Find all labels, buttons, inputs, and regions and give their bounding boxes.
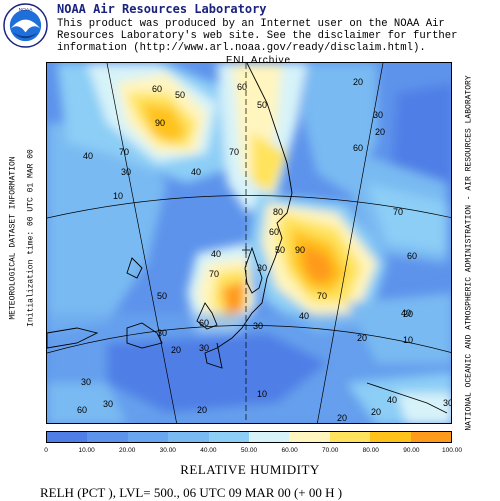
colorbar-tick-label: 70.00 [322, 447, 339, 454]
contour-label: 20 [375, 127, 385, 137]
left-label-1-container: METEOROLOGICAL DATASET INFORMATION [4, 105, 22, 370]
left-label-1: METEOROLOGICAL DATASET INFORMATION [8, 155, 18, 320]
header-line-1: This product was produced by an Internet… [57, 18, 445, 30]
contour-label: 60 [77, 405, 87, 415]
contour-label: 40 [387, 395, 397, 405]
colorbar-ticks: 0 10.00 20.00 30.00 40.00 50.00 60.00 70.00 80.0… [44, 447, 462, 457]
contour-label: 20 [353, 77, 363, 87]
contour-label: 50 [275, 245, 285, 255]
graticule [47, 63, 451, 423]
contour-label: 20 [357, 333, 367, 343]
contour-label: 70 [393, 207, 403, 217]
contour-label: 30 [253, 321, 263, 331]
colorbar-tick-label: 80.00 [362, 447, 379, 454]
contour-label: 20 [197, 405, 207, 415]
contour-label: 30 [121, 167, 131, 177]
contour-label: 40 [401, 308, 411, 318]
colorbar-swatch [127, 432, 169, 442]
footer-caption: RELH (PCT ), LVL= 500., 06 UTC 09 MAR 00… [40, 485, 343, 500]
contour-label: 70 [209, 269, 219, 279]
contour-label: 20 [337, 413, 347, 423]
colorbar-tick-label: 30.00 [159, 447, 176, 454]
colorbar-swatch [289, 432, 330, 442]
colorbar-tick-label: 40.00 [200, 447, 217, 454]
contour-label: 30 [257, 263, 267, 273]
logo-text: NOAA [19, 7, 34, 13]
left-label-2-container: Initialization time: 00 UTC 01 MAR 00 [22, 105, 40, 370]
colorbar-swatch [370, 432, 411, 442]
contour-label: 60 [152, 84, 162, 94]
map-title: FNL Archive [226, 55, 292, 66]
center-marker [242, 246, 250, 254]
contour-label: 60 [237, 82, 247, 92]
contour-label: 10 [113, 191, 123, 201]
contour-label: 60 [199, 318, 209, 328]
colorbar-swatch [410, 432, 452, 442]
colorbar-tick-label: 90.00 [403, 447, 420, 454]
colorbar-swatch [168, 432, 209, 442]
header-title: NOAA Air Resources Laboratory [57, 2, 267, 16]
colorbar-label: RELATIVE HUMIDITY [180, 462, 320, 477]
humidity-fields [47, 63, 451, 423]
right-label: NATIONAL OCEANIC AND ATMOSPHERIC ADMINIS… [464, 74, 474, 431]
contour-label: 40 [191, 167, 201, 177]
contour-label: 30 [157, 328, 167, 338]
contour-label: 80 [273, 207, 283, 217]
colorbar-swatch [329, 432, 371, 442]
contour-label: 50 [175, 90, 185, 100]
contour-label: 50 [157, 291, 167, 301]
meridian-line [106, 63, 177, 423]
colorbar-tick-label: 100.00 [442, 447, 462, 454]
colorbar-swatch [87, 432, 128, 442]
colorbar-tick-label: 50.00 [240, 447, 258, 454]
contour-label: 30 [443, 398, 452, 408]
contour-label: 30 [103, 399, 113, 409]
contour-label: 40 [299, 311, 309, 321]
contour-label: 30 [199, 343, 209, 353]
contour-label: 20 [403, 309, 413, 319]
colorbar [46, 431, 452, 443]
colorbar-tick-label: 60.00 [281, 447, 298, 454]
contour-label: 30 [373, 110, 383, 120]
colorbar-swatch [208, 432, 250, 442]
contour-label: 10 [257, 389, 267, 399]
latitude-line [47, 325, 451, 354]
contour-label: 20 [171, 345, 181, 355]
noaa-logo: NOAA [3, 3, 48, 48]
contour-label: 30 [81, 377, 91, 387]
contour-label: 60 [353, 143, 363, 153]
contour-label: 40 [83, 151, 93, 161]
colorbar-tick-label: 10.00 [78, 447, 95, 454]
colorbar-swatch [47, 432, 88, 442]
latitude-line [47, 195, 451, 219]
colorbar-tick-label: 20.00 [119, 447, 136, 454]
colorbar-tick-label: 0 [44, 447, 48, 454]
coastline [47, 63, 448, 414]
right-label-container: NATIONAL OCEANIC AND ATMOSPHERIC ADMINIS… [458, 60, 480, 445]
contour-label: 60 [407, 251, 417, 261]
contour-label: 60 [269, 227, 279, 237]
meridian-line [317, 63, 384, 423]
contour-label: 10 [403, 335, 413, 345]
header: NOAA NOAA Air Resources Laboratory This … [0, 0, 460, 54]
contour-label: 70 [119, 147, 129, 157]
contour-label: 40 [211, 249, 221, 259]
contour-label: 50 [257, 100, 267, 110]
colorbar-swatch [249, 432, 290, 442]
header-line-3: information (http://www.arl.noaa.gov/rea… [57, 42, 426, 54]
left-label-2: Initialization time: 00 UTC 01 MAR 00 [26, 148, 36, 327]
contour-label: 70 [317, 291, 327, 301]
contour-label: 90 [155, 118, 165, 128]
contour-label: 70 [229, 147, 239, 157]
humidity-map: 60 50 60 50 20 90 30 70 70 40 60 30 20 40 10 80 70 60 50 90… [46, 62, 452, 424]
contour-label: 20 [371, 407, 381, 417]
contour-label: 90 [295, 245, 305, 255]
header-line-2: Resources Laboratory's web site. See the… [57, 30, 458, 42]
